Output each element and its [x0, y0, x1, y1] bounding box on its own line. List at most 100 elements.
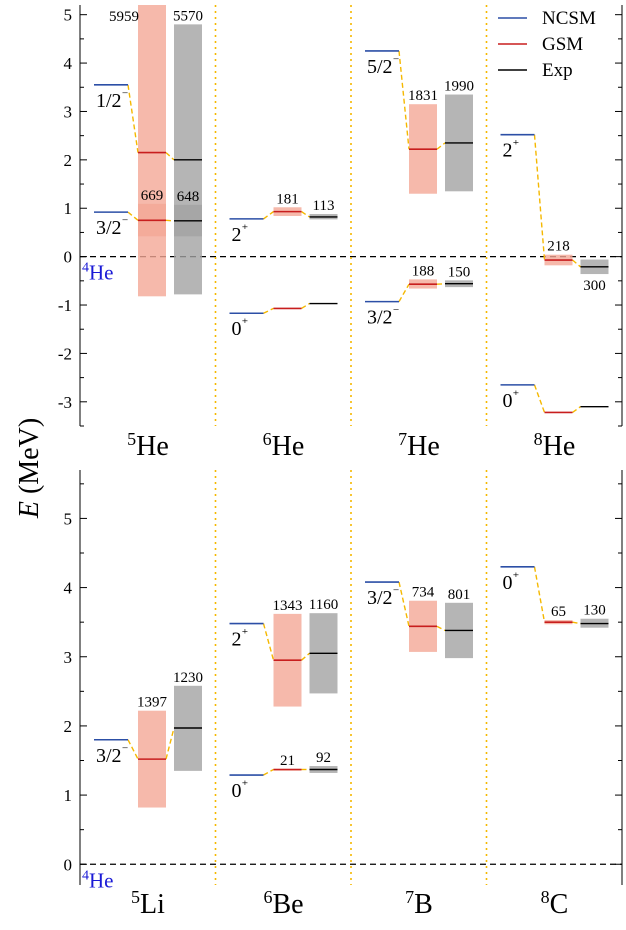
legend: NCSM GSM Exp	[498, 8, 596, 81]
level-5Li: 3/2⁻ 1397 1230	[94, 670, 203, 808]
parity-sign: ⁺	[242, 626, 249, 641]
connector-gsm-exp	[165, 152, 175, 161]
y-tick-label: 1	[64, 786, 73, 805]
connector-ncsm-gsm	[398, 283, 410, 302]
y-axis-symbol: E	[14, 501, 45, 519]
gsm-width-label: 65	[551, 604, 566, 620]
nucleus-label: 5He	[127, 429, 169, 462]
spin-parity-label: 2⁺	[232, 626, 249, 651]
level-8C: 0⁺ 65 130	[500, 566, 609, 628]
gsm-width-label: 188	[412, 263, 435, 279]
spin-value: 1/2	[96, 90, 122, 112]
nucleus-mass: 5	[131, 887, 140, 907]
nucleus-symbol: He	[543, 431, 576, 462]
spin-value: 3/2	[367, 587, 393, 609]
spin-parity-label: 1/2⁻	[96, 87, 128, 112]
level-5He: 3/2⁻ 669 648	[94, 188, 202, 239]
level-5He: 1/2⁻ 5959 5570	[94, 5, 203, 297]
spin-parity-label: 3/2⁻	[96, 214, 128, 239]
y-tick-label: -3	[58, 393, 72, 412]
parity-sign: ⁻	[393, 584, 400, 599]
spin-value: 0	[232, 318, 242, 340]
y-tick-label: -1	[58, 296, 72, 315]
legend-label: GSM	[542, 34, 583, 55]
gsm-width-label: 669	[141, 188, 164, 204]
connector-gsm-exp	[572, 621, 581, 625]
connector-ncsm-gsm	[263, 768, 274, 776]
level-8He: 2⁺ 218 300	[500, 133, 609, 294]
nucleus-5Li: 3/2⁻ 1397 1230 5Li	[94, 670, 203, 920]
nucleus-label: 8C	[541, 887, 569, 920]
parity-sign: ⁺	[513, 387, 520, 402]
level-7He: 3/2⁻ 188 150	[365, 263, 473, 329]
connector-ncsm-gsm	[533, 134, 546, 261]
connector-ncsm-gsm	[398, 581, 410, 627]
spin-value: 0	[232, 780, 242, 802]
level-6Be: 0⁺ 21 92	[229, 750, 338, 802]
connector-ncsm-gsm	[127, 739, 139, 760]
nucleus-mass: 8	[534, 429, 543, 449]
spin-parity-label: 0⁺	[503, 387, 520, 412]
spin-parity-label: 5/2⁻	[367, 53, 399, 78]
y-tick-label: -2	[58, 344, 72, 363]
connector-gsm-exp	[301, 652, 310, 661]
parity-sign: ⁺	[242, 777, 249, 792]
y-tick-label: 3	[64, 102, 73, 121]
exp-width-label: 130	[583, 603, 606, 619]
spin-parity-label: 0⁺	[503, 569, 520, 594]
spin-value: 0	[503, 390, 513, 412]
spin-parity-label: 0⁺	[232, 777, 249, 802]
connector-gsm-exp	[572, 259, 581, 268]
parity-sign: ⁺	[242, 315, 249, 330]
y-axis-label: E (MeV)	[14, 418, 45, 519]
spin-value: 3/2	[96, 745, 122, 767]
exp-width-label: 1230	[173, 670, 203, 686]
connector-ncsm-gsm	[262, 623, 275, 661]
y-tick-label: 3	[64, 648, 73, 667]
connector-gsm-exp	[301, 302, 310, 310]
level-6Be: 2⁺ 1343 1160	[229, 597, 338, 707]
exp-width-label: 150	[448, 264, 471, 280]
gsm-width-label: 1343	[273, 598, 303, 614]
level-6He: 2⁺ 181 113	[229, 191, 338, 246]
parity-sign: ⁻	[393, 304, 400, 319]
nucleus-mass: 7	[405, 887, 414, 907]
connector-ncsm-gsm	[398, 50, 410, 150]
y-tick-label: 0	[64, 248, 73, 267]
exp-width-label: 1160	[309, 597, 338, 613]
gsm-width-label: 734	[412, 585, 435, 601]
spin-value: 2	[232, 224, 242, 246]
exp-width-label: 801	[448, 587, 471, 603]
level-7He: 5/2⁻ 1831 1990	[365, 50, 474, 194]
gsm-width-label: 21	[280, 753, 295, 769]
connector-ncsm-gsm	[263, 307, 274, 314]
y-tick-label: 2	[64, 151, 73, 170]
reference-symbol: He	[89, 868, 114, 892]
gsm-width-label: 5959	[109, 9, 139, 25]
exp-width-label: 300	[583, 278, 606, 294]
nucleus-symbol: He	[272, 431, 305, 462]
connector-gsm-exp	[165, 727, 175, 760]
spin-parity-label: 2⁺	[503, 137, 520, 162]
legend-label: NCSM	[542, 8, 596, 29]
exp-width-label: 5570	[173, 8, 203, 24]
y-tick-label: 5	[64, 6, 73, 25]
nucleus-label: 7B	[405, 887, 433, 920]
reference-symbol: He	[89, 261, 114, 285]
parity-sign: ⁻	[122, 742, 129, 757]
y-axis-unit: (MeV)	[14, 418, 45, 494]
exp-width-label: 92	[316, 750, 331, 766]
spin-parity-label: 2⁺	[232, 221, 249, 246]
legend-label: Exp	[542, 60, 573, 81]
nucleus-mass: 5	[127, 429, 136, 449]
connector-gsm-exp	[301, 211, 310, 218]
exp-width-label: 648	[177, 189, 200, 205]
spin-parity-label: 3/2⁻	[367, 584, 399, 609]
nucleus-label: 6He	[263, 429, 305, 462]
gsm-width-label: 181	[276, 191, 299, 207]
nucleus-symbol: Be	[272, 889, 303, 920]
nucleus-8C: 0⁺ 65 130 8C	[500, 566, 609, 920]
